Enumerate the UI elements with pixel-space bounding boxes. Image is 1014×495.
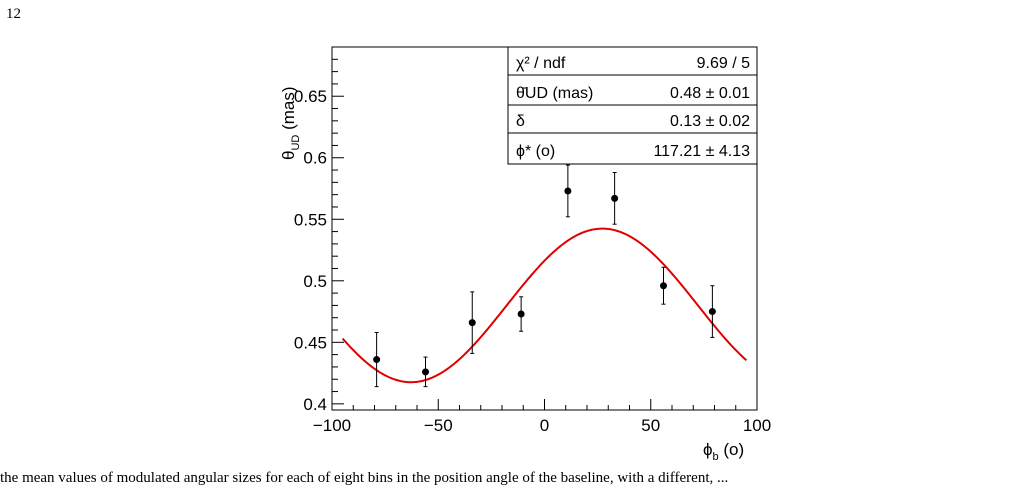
data-point bbox=[708, 308, 716, 316]
data-point bbox=[373, 356, 381, 364]
y-axis-label-unit: (mas) bbox=[279, 86, 298, 129]
x-axis-label-unit: (o) bbox=[723, 440, 744, 459]
data-point bbox=[611, 194, 619, 202]
y-tick-label: 0.6 bbox=[303, 149, 327, 168]
data-point bbox=[422, 368, 429, 376]
y-tick-label: 0.45 bbox=[294, 333, 327, 352]
y-tick-label: 0.65 bbox=[294, 87, 327, 106]
stats-value-theta: 0.48 ± 0.01 bbox=[670, 85, 750, 102]
stats-value-phi: 117.21 ± 4.13 bbox=[653, 143, 750, 160]
data-point bbox=[564, 187, 572, 195]
x-axis-label: ϕb (o) bbox=[703, 440, 744, 463]
data-point bbox=[468, 319, 476, 327]
stats-label-chi2: χ² / ndf bbox=[516, 55, 566, 72]
y-axis-label-symbol: θ bbox=[279, 151, 298, 160]
figure-caption: the mean values of modulated angular siz… bbox=[0, 470, 729, 486]
stats-value-delta: 0.13 ± 0.02 bbox=[670, 113, 750, 130]
x-axis-label-subscript: b bbox=[713, 451, 719, 463]
y-tick-label: 0.5 bbox=[303, 272, 327, 291]
x-tick-label: −50 bbox=[424, 416, 453, 435]
y-axis-label-subscript: UD bbox=[290, 135, 302, 151]
fit-curve bbox=[341, 227, 748, 384]
axis-ticks: −100 −50 0 50 100 0.4 0.45 0.5 0.55 0.6 0.65 bbox=[294, 46, 771, 435]
x-tick-label: 100 bbox=[743, 416, 771, 435]
fit-stats-box: χ² / ndf 9.69 / 5 θ̄UD (mas) 0.48 ± 0.01… bbox=[507, 46, 758, 165]
stats-label-phi: ϕ* (o) bbox=[516, 143, 555, 160]
x-tick-label: 0 bbox=[540, 416, 549, 435]
x-tick-label: 50 bbox=[641, 416, 660, 435]
stats-value-chi2: 9.69 / 5 bbox=[697, 55, 750, 72]
page-number: 12 bbox=[6, 6, 21, 22]
stats-label-theta: θ̄UD (mas) bbox=[516, 85, 593, 102]
data-point bbox=[660, 282, 667, 290]
chart: −100 −50 0 50 100 0.4 0.45 0.5 0.55 0.6 0.65 θUD (… bbox=[279, 46, 771, 463]
data-point bbox=[517, 310, 525, 318]
y-tick-label: 0.4 bbox=[303, 395, 327, 414]
data-points-layer bbox=[373, 164, 716, 388]
x-axis-label-symbol: ϕ bbox=[703, 440, 713, 459]
y-tick-label: 0.55 bbox=[294, 210, 327, 229]
x-tick-label: −100 bbox=[313, 416, 351, 435]
stats-label-delta: δ bbox=[516, 113, 525, 130]
y-axis-label: θUD (mas) bbox=[279, 86, 302, 160]
fit-curve-layer bbox=[341, 227, 748, 384]
